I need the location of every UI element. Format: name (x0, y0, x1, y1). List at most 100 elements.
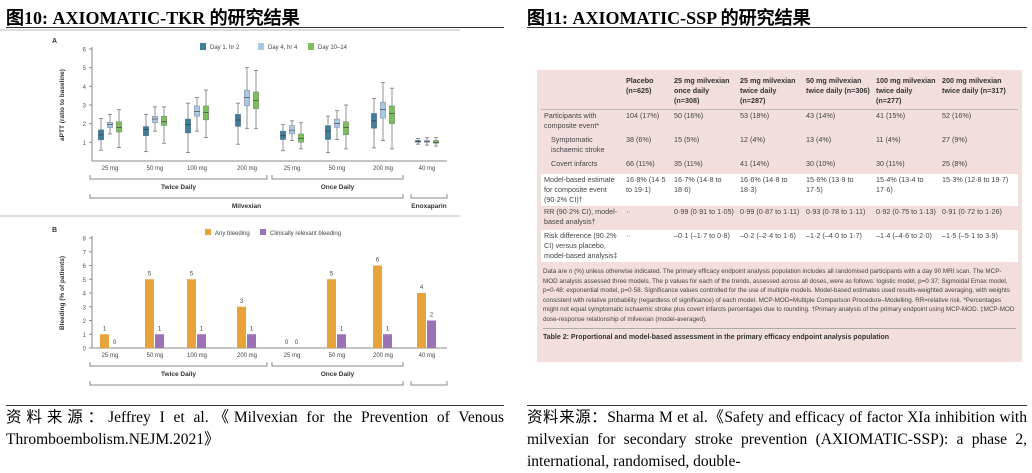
supergroup-label: Enoxaparin (411, 203, 446, 210)
y-tick-label: 6 (83, 48, 87, 54)
legend-swatch (258, 43, 264, 50)
box (389, 105, 395, 124)
table-cell: 41 (14%) (740, 159, 770, 168)
x-tick-label: 200 mg (237, 166, 257, 172)
data-label: 1 (158, 326, 162, 332)
table-caption: Table 2: Proportional and model-based as… (543, 328, 1016, 343)
table-cell: 25 (8%) (942, 159, 968, 168)
data-label: 0 (295, 340, 299, 346)
table-cell: 16·6% (14·8 to 18·3) (737, 172, 803, 206)
table-cell: 16·7% (14·8 to 18·6) (671, 172, 737, 206)
y-tick-label: 2 (83, 319, 87, 325)
table-row: Symptomatic ischaemic stroke 38 (6%) 15 (5… (541, 134, 1018, 158)
legend-label: Clinically relevant bleeding (270, 231, 341, 237)
y-tick-label: 0 (83, 347, 87, 353)
column-header: 25 mg milvexian twice daily (n=287) (737, 75, 803, 110)
bar (197, 334, 206, 348)
y-tick-label: 8 (83, 237, 87, 243)
data-label: 2 (430, 313, 434, 319)
bar (327, 279, 336, 348)
table-row: RR (90·2% CI), model-based analysis† ·· 0·… (541, 206, 1018, 229)
legend-swatch (260, 229, 266, 235)
x-tick-label: 50 mg (147, 353, 164, 359)
figure-10-source: 资料来源：Jeffrey I et al.《Milvexian for the … (6, 405, 504, 451)
y-tick-label: 7 (83, 250, 87, 256)
data-label: 4 (420, 285, 424, 291)
data-label: 1 (340, 326, 344, 332)
y-tick-label: 2 (83, 122, 87, 128)
x-tick-label: 100 mg (187, 166, 207, 172)
group-label: Twice Daily (161, 184, 196, 191)
figure-10-title: 图10: AXIOMATIC-TKR 的研究结果 (6, 4, 504, 28)
box (433, 140, 439, 144)
y-tick-label: 5 (83, 66, 87, 72)
y-tick-label: 3 (83, 104, 87, 110)
y-tick-label: 4 (83, 292, 87, 298)
table-row: Model-based estimate for composite event… (541, 172, 1018, 206)
x-tick-label: 40 mg (419, 166, 436, 172)
box (152, 116, 158, 123)
table-cell: 104 (17%) (626, 111, 660, 120)
group-label: Twice Daily (161, 371, 196, 378)
row-label: Symptomatic ischaemic stroke (551, 135, 605, 154)
y-tick-label: 3 (83, 305, 87, 311)
x-tick-label: 200 mg (373, 353, 393, 359)
box (161, 116, 167, 126)
x-tick-label: 50 mg (329, 353, 346, 359)
x-tick-label: 25 mg (284, 353, 301, 359)
box (116, 121, 122, 133)
table-cell: 15·4% (13·4 to 17·6) (873, 172, 939, 206)
data-label: 1 (250, 326, 254, 332)
row-label: RR (90·2% CI), model-based analysis† (544, 207, 618, 226)
x-tick-label: 25 mg (102, 166, 119, 172)
bar (247, 334, 256, 348)
table-cell: ·· (623, 228, 671, 262)
table-cell: 30 (11%) (876, 159, 905, 168)
legend-label: Day 4, hr 4 (268, 45, 298, 51)
row-label: Participants with composite event* (544, 111, 600, 130)
table-cell: –1·4 (–4·6 to 2·0) (873, 228, 939, 262)
bar (237, 306, 246, 348)
y-tick-label: 6 (83, 264, 87, 270)
column-header: 100 mg milvexian twice daily (n=277) (873, 75, 939, 110)
x-tick-label: 100 mg (187, 353, 207, 359)
box (298, 133, 304, 143)
box (334, 118, 340, 128)
group-label: Once Daily (321, 184, 355, 191)
data-label: 0 (285, 340, 289, 346)
panel-label: B (52, 227, 57, 234)
legend-swatch (308, 43, 314, 50)
bar (383, 334, 392, 348)
table-cell: 15·6% (13·9 to 17·5) (803, 172, 873, 206)
bracket (271, 175, 404, 180)
data-label: 0 (113, 340, 117, 346)
bracket (271, 362, 404, 367)
bar (337, 334, 346, 348)
row-label: Covert infarcts (551, 159, 598, 168)
bracket (89, 381, 404, 386)
x-tick-label: 200 mg (237, 353, 257, 359)
table-cell: 35 (11%) (674, 159, 703, 168)
bar (427, 320, 436, 348)
table-cell: 27 (9%) (942, 135, 968, 144)
x-tick-label: 40 mg (419, 353, 436, 359)
table-cell: –1·5 (–5·1 to 3·9) (939, 228, 1018, 262)
bracket (89, 175, 268, 180)
table-cell: 12 (4%) (740, 135, 766, 144)
results-table: Placebo (n=625) 25 mg milvexian once dail… (541, 75, 1018, 262)
box (194, 105, 200, 117)
box (280, 130, 286, 140)
table-cell: 16·8% (14·5 to 19·1) (623, 172, 671, 206)
y-tick-label: 1 (83, 141, 87, 147)
table-cell: 50 (16%) (674, 111, 704, 120)
column-header: Placebo (n=625) (623, 75, 671, 110)
bracket (89, 362, 268, 367)
group-label: Once Daily (321, 371, 355, 378)
table-row: Participants with composite event* 104 (1… (541, 110, 1018, 135)
data-label: 6 (376, 258, 380, 264)
table-cell: –1·2 (–4·0 to 1·7) (803, 228, 873, 262)
y-axis-label: Bleeding (% of patients) (59, 256, 66, 330)
data-label: 1 (386, 326, 390, 332)
column-header: 25 mg milvexian once daily (n=308) (671, 75, 737, 110)
legend-label: Any bleeding (215, 231, 250, 237)
